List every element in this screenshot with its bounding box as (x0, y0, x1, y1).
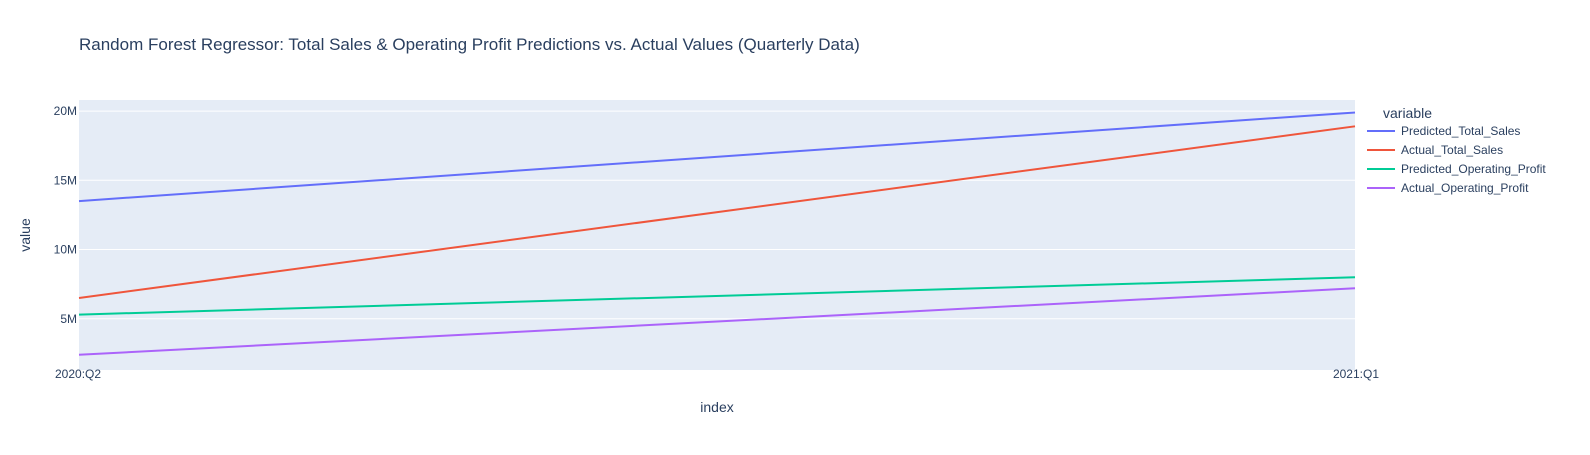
legend-label: Predicted_Operating_Profit (1401, 162, 1546, 176)
legend-label: Actual_Operating_Profit (1401, 181, 1529, 195)
x-tick-label: 2021:Q1 (1333, 367, 1379, 381)
y-tick-label: 5M (60, 312, 77, 326)
series-lines (78, 111, 1356, 356)
legend-label: Actual_Total_Sales (1401, 143, 1503, 157)
x-tick-labels: 2020:Q2 2021:Q1 (55, 367, 1379, 381)
legend-item[interactable]: Actual_Total_Sales (1367, 143, 1503, 157)
legend-item[interactable]: Predicted_Operating_Profit (1367, 162, 1546, 176)
y-tick-labels: 5M 10M 15M 20M (54, 104, 77, 326)
series-line-actual-operating-profit[interactable] (78, 287, 1356, 356)
legend-item[interactable]: Predicted_Total_Sales (1367, 124, 1520, 138)
y-axis-title: value (17, 218, 33, 252)
series-line-predicted-total-sales[interactable] (78, 111, 1356, 203)
legend[interactable]: variable Predicted_Total_Sales Actual_Tot… (1367, 105, 1546, 195)
x-axis-title: index (700, 399, 733, 415)
series-line-actual-total-sales[interactable] (78, 125, 1356, 299)
chart-title: Random Forest Regressor: Total Sales & O… (79, 35, 860, 54)
series-line-predicted-operating-profit[interactable] (78, 276, 1356, 316)
y-tick-label: 20M (54, 104, 77, 118)
y-tick-label: 15M (54, 173, 77, 187)
legend-title: variable (1383, 105, 1432, 121)
y-tick-label: 10M (54, 243, 77, 257)
plot-background (79, 100, 1355, 370)
legend-label: Predicted_Total_Sales (1401, 124, 1520, 138)
x-tick-label: 2020:Q2 (55, 367, 101, 381)
legend-item[interactable]: Actual_Operating_Profit (1367, 181, 1529, 195)
grid-lines (79, 110, 1355, 320)
